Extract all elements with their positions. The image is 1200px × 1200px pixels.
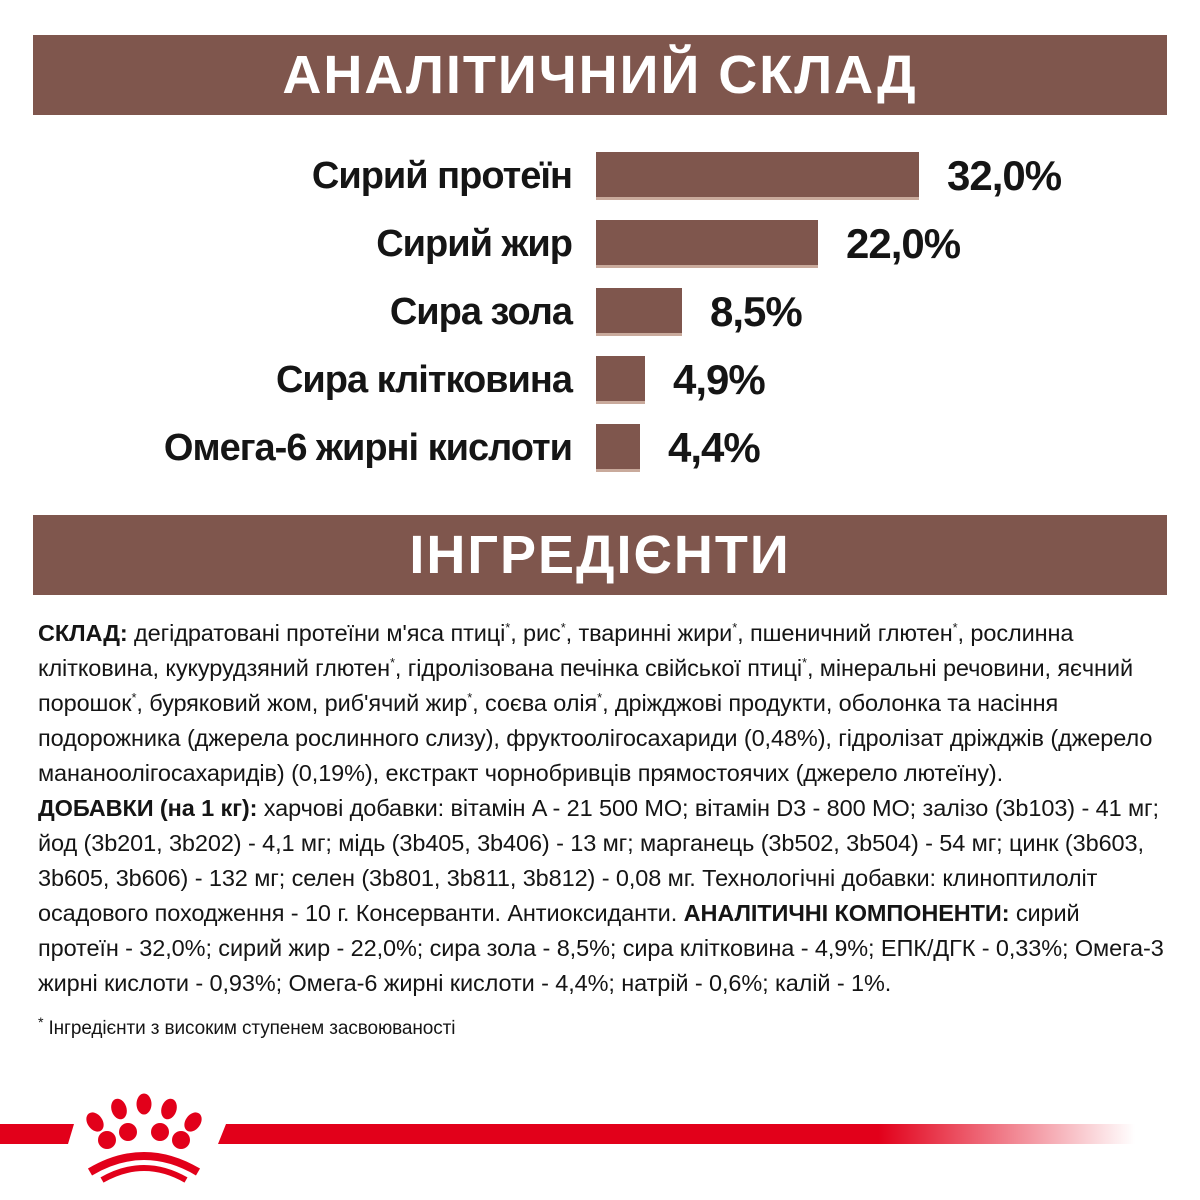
chart-row: Сирий жир 22,0%	[0, 220, 1200, 268]
ingredients-title: ІНГРЕДІЄНТИ	[409, 525, 791, 585]
brand-ribbon-left	[0, 1124, 74, 1144]
chart-category-label: Сира зола	[389, 290, 573, 333]
royal-canin-crown-icon	[86, 1093, 202, 1183]
chart-bar	[596, 288, 682, 336]
chart-category-label: Сирий жир	[376, 222, 573, 265]
chart-category-label: Омега-6 жирні кислоти	[163, 426, 573, 469]
additives-paragraph: ДОБАВКИ (на 1 кг): харчові добавки: віта…	[38, 795, 1164, 996]
chart-row: Омега-6 жирні кислоти 4,4%	[0, 424, 1200, 472]
chart-value-label: 32,0%	[947, 152, 1062, 199]
chart-category-label: Сирий протеїн	[311, 154, 573, 197]
chart-value-label: 4,9%	[673, 356, 766, 403]
chart-bar	[596, 356, 645, 404]
analytical-composition-chart: Сирий протеїн 32,0% Сирий жир 22,0% Сира зол…	[0, 152, 1200, 492]
footnote: * Інгредієнти з високим ступенем засвоюва…	[38, 1014, 1165, 1041]
chart-bar	[596, 220, 818, 268]
chart-row: Сирий протеїн 32,0%	[0, 152, 1200, 200]
chart-value-label: 8,5%	[710, 288, 803, 335]
chart-row: Сира клітковина 4,9%	[0, 356, 1200, 404]
brand-ribbon-right	[218, 1124, 1135, 1144]
chart-value-label: 22,0%	[846, 220, 961, 267]
chart-category-label: Сира клітковина	[275, 358, 573, 401]
composition-paragraph: СКЛАД: дегідратовані протеїни м'яса птиц…	[38, 620, 1153, 786]
footnote-marker: *	[38, 1014, 44, 1031]
chart-bar	[596, 424, 640, 472]
footnote-text: Інгредієнти з високим ступенем засвоюван…	[48, 1018, 456, 1039]
chart-bar	[596, 152, 919, 200]
chart-row: Сира зола 8,5%	[0, 288, 1200, 336]
ingredients-header: ІНГРЕДІЄНТИ	[33, 515, 1167, 595]
analytical-composition-title: АНАЛІТИЧНИЙ СКЛАД	[282, 45, 918, 105]
chart-value-label: 4,4%	[668, 424, 761, 471]
analytical-composition-header: АНАЛІТИЧНИЙ СКЛАД	[33, 35, 1167, 115]
ingredients-text-block: СКЛАД: дегідратовані протеїни м'яса птиц…	[38, 616, 1165, 1041]
